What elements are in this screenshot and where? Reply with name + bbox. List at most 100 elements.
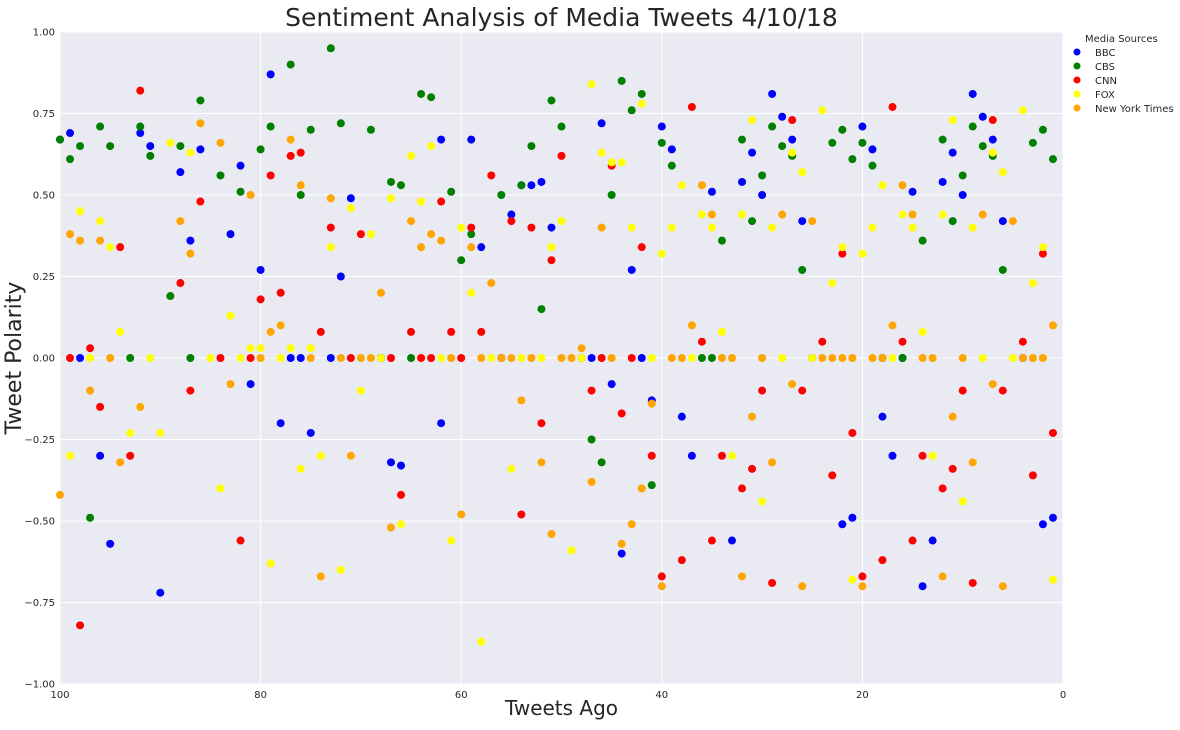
new-york-times-point (758, 354, 767, 362)
fox-point (266, 559, 275, 568)
new-york-times-point (788, 380, 797, 389)
fox-point (657, 249, 666, 258)
bbc-point (246, 380, 255, 389)
cnn-point (356, 230, 365, 239)
x-tick-label: 60 (455, 690, 468, 701)
bbc-point (597, 119, 606, 128)
cbs-point (136, 122, 145, 131)
bbc-point (627, 265, 636, 274)
cbs-point (366, 125, 375, 134)
fox-point (407, 151, 416, 160)
legend-marker-bbc (1073, 48, 1081, 56)
bbc-point (707, 187, 716, 196)
fox-point (798, 168, 807, 177)
bbc-point (908, 187, 917, 196)
new-york-times-point (386, 523, 395, 532)
legend-items: BBC CBS CNN FOX New York Times (1073, 48, 1174, 115)
cbs-point (537, 305, 546, 314)
new-york-times-point (607, 354, 616, 362)
fox-point (306, 344, 315, 353)
fox-point (898, 210, 907, 219)
cnn-point (717, 451, 726, 460)
fox-point (677, 181, 686, 190)
bbc-point (888, 451, 897, 460)
new-york-times-point (487, 279, 496, 288)
fox-point (728, 451, 737, 460)
cbs-point (306, 125, 315, 134)
fox-point (778, 354, 787, 362)
new-york-times-point (748, 412, 757, 421)
fox-point (667, 223, 676, 232)
cnn-point (998, 386, 1007, 395)
new-york-times-point (687, 321, 696, 330)
new-york-times-point (968, 458, 977, 467)
legend-label-cnn: CNN (1095, 76, 1117, 87)
cnn-point (216, 354, 225, 362)
fox-point (376, 354, 385, 362)
new-york-times-point (136, 402, 145, 411)
bbc-point (978, 112, 987, 121)
cnn-point (908, 536, 917, 545)
cbs-point (417, 89, 426, 98)
cbs-point (256, 145, 265, 154)
cbs-point (627, 106, 636, 115)
cnn-point (677, 556, 686, 565)
cbs-point (106, 142, 115, 151)
cbs-point (96, 122, 105, 131)
fox-point (467, 288, 476, 297)
new-york-times-point (567, 354, 576, 362)
cnn-point (1018, 337, 1027, 346)
y-tick-label: 0.25 (33, 272, 55, 283)
new-york-times-point (467, 243, 476, 252)
cnn-point (898, 337, 907, 346)
fox-point (617, 158, 626, 167)
fox-point (748, 116, 757, 125)
fox-point (998, 168, 1007, 177)
cbs-point (326, 44, 335, 53)
cnn-point (386, 354, 395, 362)
bbc-point (537, 177, 546, 186)
cnn-point (1048, 428, 1057, 437)
legend-label-cbs: CBS (1095, 62, 1115, 73)
bbc-point (326, 354, 335, 362)
new-york-times-point (597, 223, 606, 232)
fox-point (86, 354, 95, 362)
bbc-point (1048, 513, 1057, 522)
y-tick-label: 0.00 (33, 354, 55, 365)
cbs-point (898, 354, 907, 362)
fox-point (256, 344, 265, 353)
fox-point (938, 210, 947, 219)
new-york-times-point (958, 354, 967, 362)
fox-point (356, 386, 365, 395)
fox-point (427, 142, 436, 151)
new-york-times-point (366, 354, 375, 362)
fox-point (888, 354, 897, 362)
cnn-point (427, 354, 436, 362)
cnn-point (838, 249, 847, 258)
new-york-times-point (447, 354, 456, 362)
cbs-point (1028, 138, 1037, 147)
fox-point (116, 327, 125, 336)
fox-point (76, 207, 85, 216)
cnn-point (948, 464, 957, 473)
cbs-point (968, 122, 977, 131)
fox-point (878, 181, 887, 190)
new-york-times-point (417, 243, 426, 252)
cbs-point (126, 354, 135, 362)
fox-point (607, 158, 616, 167)
cbs-point (557, 122, 566, 131)
cnn-point (687, 102, 696, 111)
fox-point (216, 484, 225, 493)
fox-point (246, 344, 255, 353)
legend-marker-new-york-times (1073, 104, 1081, 112)
cnn-point (637, 243, 646, 252)
fox-point (276, 354, 285, 362)
cbs-point (296, 191, 305, 199)
cbs-point (236, 187, 245, 196)
data-points (56, 44, 1057, 646)
bbc-point (306, 428, 315, 437)
bbc-point (858, 122, 867, 131)
cnn-point (296, 148, 305, 157)
fox-point (808, 354, 817, 362)
